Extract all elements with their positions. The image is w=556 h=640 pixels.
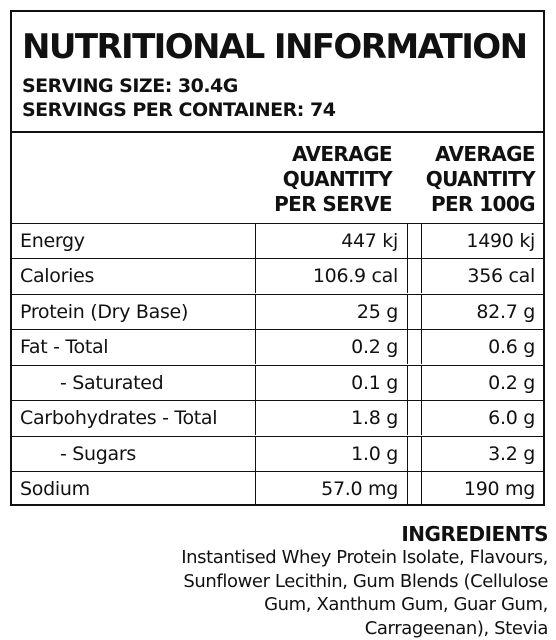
- per-100g-value: 0.2 g: [421, 366, 545, 400]
- column-header-line: AVERAGE: [417, 142, 535, 167]
- table-row: Sodium 57.0 mg 190 mg: [12, 471, 543, 506]
- column-header-line: PER 100G: [417, 192, 535, 217]
- table-row: Calories 106.9 cal 356 cal: [12, 258, 543, 293]
- column-header-per-100g: AVERAGE QUANTITY PER 100G: [417, 142, 535, 217]
- table-row: Fat - Total 0.2 g 0.6 g: [12, 329, 543, 364]
- nutrient-name: - Saturated: [60, 366, 163, 400]
- ingredients-line: Instantised Whey Protein Isolate, Flavou…: [68, 546, 548, 570]
- ingredients-line: Sunflower Lecithin, Gum Blends (Cellulos…: [68, 570, 548, 594]
- nutrient-name: - Sugars: [60, 437, 136, 471]
- column-header-line: QUANTITY: [417, 167, 535, 192]
- column-header-line: AVERAGE: [255, 142, 392, 167]
- nutrient-name: Calories: [20, 259, 94, 293]
- per-100g-value: 3.2 g: [421, 437, 545, 471]
- nutrition-panel: NUTRITIONAL INFORMATION SERVING SIZE: 30…: [10, 10, 545, 506]
- servings-per-container: SERVINGS PER CONTAINER: 74: [22, 98, 542, 122]
- per-100g-value: 0.6 g: [421, 330, 545, 364]
- per-serve-value: 0.2 g: [255, 330, 408, 364]
- table-row: - Saturated 0.1 g 0.2 g: [12, 365, 543, 400]
- serving-size: SERVING SIZE: 30.4G: [22, 74, 542, 98]
- panel-title: NUTRITIONAL INFORMATION: [22, 27, 542, 67]
- per-100g-value: 82.7 g: [421, 295, 545, 329]
- per-serve-value: 106.9 cal: [255, 259, 408, 293]
- ingredients-line: Carrageenan), Stevia: [68, 617, 548, 640]
- table-row: Energy 447 kj 1490 kj: [12, 223, 543, 258]
- header-divider: [12, 131, 543, 133]
- nutrient-name: Protein (Dry Base): [20, 295, 188, 329]
- nutrient-name: Fat - Total: [20, 330, 108, 364]
- ingredients-heading: INGREDIENTS: [401, 521, 548, 547]
- per-100g-value: 190 mg: [421, 472, 545, 506]
- per-serve-value: 1.0 g: [255, 437, 408, 471]
- column-header-line: PER SERVE: [255, 192, 392, 217]
- nutrient-name: Sodium: [20, 472, 90, 506]
- nutrient-name: Energy: [20, 224, 85, 258]
- table-row: Protein (Dry Base) 25 g 82.7 g: [12, 294, 543, 329]
- column-header-per-serve: AVERAGE QUANTITY PER SERVE: [255, 142, 392, 217]
- column-header-line: QUANTITY: [255, 167, 392, 192]
- ingredients-line: Gum, Xanthum Gum, Guar Gum,: [68, 593, 548, 617]
- table-row: Carbohydrates - Total 1.8 g 6.0 g: [12, 400, 543, 435]
- per-100g-value: 6.0 g: [421, 401, 545, 435]
- table-row: - Sugars 1.0 g 3.2 g: [12, 436, 543, 471]
- per-serve-value: 0.1 g: [255, 366, 408, 400]
- ingredients-list: Instantised Whey Protein Isolate, Flavou…: [68, 546, 548, 640]
- per-serve-value: 447 kj: [255, 224, 408, 258]
- nutrient-name: Carbohydrates - Total: [20, 401, 217, 435]
- per-100g-value: 356 cal: [421, 259, 545, 293]
- per-serve-value: 57.0 mg: [255, 472, 408, 506]
- per-100g-value: 1490 kj: [421, 224, 545, 258]
- per-serve-value: 1.8 g: [255, 401, 408, 435]
- per-serve-value: 25 g: [255, 295, 408, 329]
